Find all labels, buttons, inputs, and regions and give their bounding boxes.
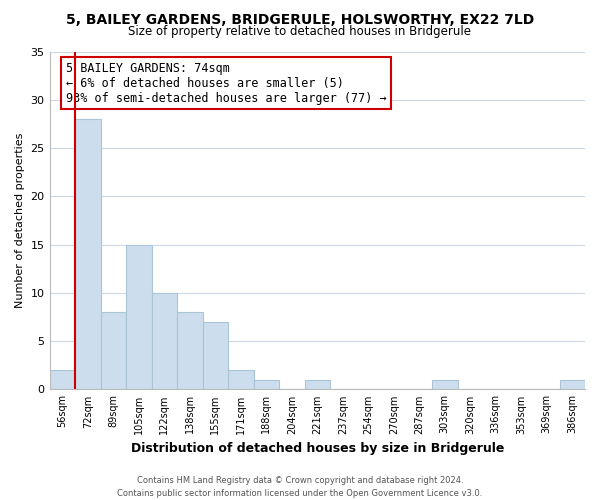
Bar bbox=[203, 322, 228, 390]
Bar bbox=[152, 293, 177, 390]
X-axis label: Distribution of detached houses by size in Bridgerule: Distribution of detached houses by size … bbox=[131, 442, 504, 455]
Text: 5, BAILEY GARDENS, BRIDGERULE, HOLSWORTHY, EX22 7LD: 5, BAILEY GARDENS, BRIDGERULE, HOLSWORTH… bbox=[66, 12, 534, 26]
Bar bbox=[177, 312, 203, 390]
Text: Contains HM Land Registry data © Crown copyright and database right 2024.
Contai: Contains HM Land Registry data © Crown c… bbox=[118, 476, 482, 498]
Bar bbox=[101, 312, 126, 390]
Bar bbox=[560, 380, 585, 390]
Bar bbox=[305, 380, 330, 390]
Bar bbox=[228, 370, 254, 390]
Bar bbox=[75, 119, 101, 390]
Bar bbox=[254, 380, 279, 390]
Bar bbox=[432, 380, 458, 390]
Text: Size of property relative to detached houses in Bridgerule: Size of property relative to detached ho… bbox=[128, 25, 472, 38]
Text: 5 BAILEY GARDENS: 74sqm
← 6% of detached houses are smaller (5)
93% of semi-deta: 5 BAILEY GARDENS: 74sqm ← 6% of detached… bbox=[65, 62, 386, 104]
Y-axis label: Number of detached properties: Number of detached properties bbox=[15, 133, 25, 308]
Bar bbox=[126, 244, 152, 390]
Bar bbox=[50, 370, 75, 390]
